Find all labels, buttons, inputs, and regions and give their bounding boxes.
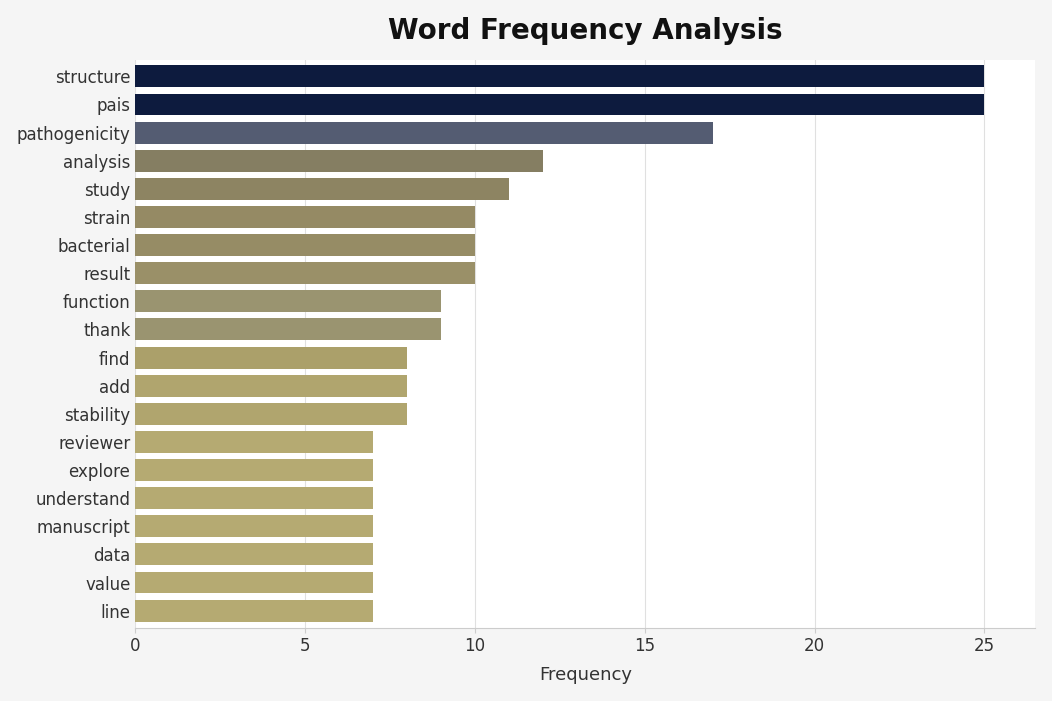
Title: Word Frequency Analysis: Word Frequency Analysis [388,17,783,45]
Bar [136,178,509,200]
Bar [136,543,373,566]
Bar [136,375,407,397]
Bar [136,234,474,256]
Bar [136,65,985,88]
Bar [136,262,474,284]
Bar [136,150,543,172]
Bar [136,487,373,509]
Bar [136,571,373,594]
Bar [136,318,441,341]
Bar [136,122,712,144]
Bar [136,290,441,312]
X-axis label: Frequency: Frequency [539,667,632,684]
Bar [136,599,373,622]
Bar [136,459,373,481]
Bar [136,403,407,425]
Bar [136,346,407,369]
Bar [136,515,373,537]
Bar [136,93,985,116]
Bar [136,206,474,228]
Bar [136,431,373,453]
